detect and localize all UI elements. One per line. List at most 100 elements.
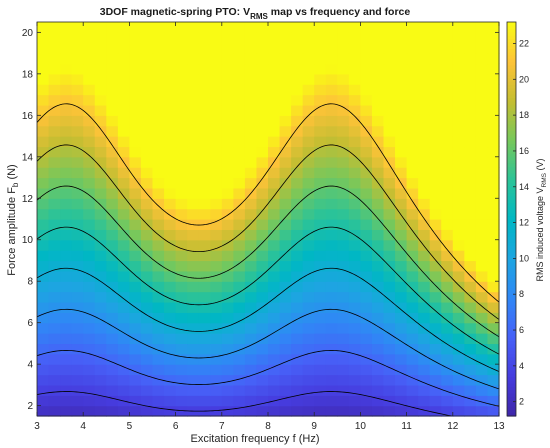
heatmap-cell	[244, 343, 258, 355]
heatmap-cell	[395, 405, 408, 417]
heatmap-cell	[233, 115, 246, 127]
heatmap-cell	[94, 229, 107, 241]
heatmap-cell	[429, 125, 442, 137]
heatmap-cell	[37, 146, 50, 158]
heatmap-cell	[106, 312, 119, 324]
heatmap-cell	[395, 32, 408, 44]
heatmap-cell	[325, 32, 338, 44]
heatmap-cell	[429, 291, 442, 303]
x-tick-label: 12	[447, 421, 459, 432]
x-tick-label: 11	[401, 421, 412, 432]
heatmap-cell	[464, 115, 477, 127]
heatmap-cell	[429, 177, 442, 189]
heatmap-cell	[187, 177, 200, 189]
heatmap-cell	[94, 198, 107, 210]
heatmap-cell	[314, 63, 327, 75]
heatmap-cell	[117, 250, 130, 262]
heatmap-cell	[117, 115, 130, 127]
heatmap-cell	[302, 22, 315, 33]
heatmap-cell	[441, 405, 454, 417]
heatmap-cell	[129, 250, 142, 262]
contour-line	[37, 226, 499, 355]
heatmap-cell	[395, 198, 408, 210]
heatmap-cell	[360, 63, 373, 75]
heatmap-cell	[325, 353, 338, 365]
heatmap-cell	[94, 22, 107, 33]
heatmap-cell	[71, 84, 84, 96]
heatmap-cell	[233, 208, 246, 220]
heatmap-cell	[279, 229, 292, 241]
y-axis-label: Force amplitude Fb (N)	[6, 164, 20, 275]
heatmap-cell	[37, 291, 50, 303]
heatmap-cell	[83, 384, 96, 396]
heatmap-cell	[187, 115, 200, 127]
heatmap-cell	[268, 146, 281, 158]
heatmap-cell	[487, 219, 500, 230]
heatmap-cell	[129, 136, 142, 148]
heatmap-cell	[268, 301, 281, 313]
heatmap-cell	[279, 177, 292, 189]
heatmap-cell	[487, 32, 500, 44]
heatmap-cell	[395, 374, 408, 386]
heatmap-cell	[198, 333, 211, 345]
heatmap-cell	[395, 239, 408, 251]
heatmap-cell	[302, 53, 315, 65]
y-tick-label: 18	[22, 69, 34, 80]
colorbar-segment	[507, 84, 516, 89]
heatmap-cell	[175, 395, 188, 407]
heatmap-cell	[60, 384, 73, 396]
heatmap-cell	[106, 229, 119, 241]
heatmap-cell	[441, 53, 454, 65]
heatmap-cell	[48, 405, 61, 417]
heatmap-cell	[256, 156, 269, 168]
heatmap-cell	[187, 73, 200, 85]
heatmap-cell	[37, 260, 50, 272]
heatmap-cell	[441, 94, 454, 106]
heatmap-cell	[175, 32, 188, 44]
heatmap-cell	[152, 187, 165, 199]
heatmap-cell	[406, 364, 419, 376]
heatmap-cell	[291, 374, 304, 386]
colorbar-segment	[507, 301, 516, 305]
heatmap-cell	[83, 187, 96, 199]
heatmap-cell	[464, 125, 477, 137]
heatmap-cell	[464, 312, 477, 324]
heatmap-cell	[256, 374, 269, 386]
heatmap-cell	[291, 250, 304, 262]
heatmap-cell	[233, 84, 246, 96]
heatmap-cell	[210, 94, 223, 106]
heatmap-cell	[475, 270, 489, 282]
heatmap-cell	[395, 146, 408, 158]
heatmap-cell	[314, 22, 327, 33]
heatmap-cell	[279, 115, 292, 127]
heatmap-cell	[37, 42, 50, 54]
heatmap-cell	[129, 364, 142, 376]
colorbar-segment	[507, 173, 516, 177]
colorbar-segment	[507, 192, 516, 197]
heatmap-cell	[117, 146, 130, 158]
heatmap-cell	[129, 322, 142, 334]
heatmap-cell	[395, 384, 408, 396]
heatmap-cell	[106, 32, 119, 44]
heatmap-cell	[418, 198, 431, 210]
heatmap-cell	[337, 322, 350, 334]
heatmap-cell	[452, 177, 465, 189]
heatmap-cell	[221, 32, 234, 44]
colorbar-segment	[507, 333, 516, 338]
heatmap-cell	[487, 156, 500, 168]
heatmap-cell	[383, 364, 396, 376]
heatmap-cell	[83, 94, 96, 106]
heatmap-cell	[175, 312, 188, 324]
heatmap-cell	[106, 104, 119, 116]
heatmap-cell	[210, 291, 223, 303]
heatmap-cell	[244, 395, 258, 407]
heatmap-cell	[48, 167, 61, 179]
heatmap-cell	[406, 281, 419, 293]
heatmap-cell	[48, 395, 61, 407]
heatmap-cell	[233, 384, 246, 396]
colorbar-segment	[507, 330, 516, 335]
heatmap-cell	[164, 322, 177, 334]
heatmap-cell	[452, 53, 465, 65]
heatmap-cell	[48, 374, 61, 386]
heatmap-cell	[464, 104, 477, 116]
